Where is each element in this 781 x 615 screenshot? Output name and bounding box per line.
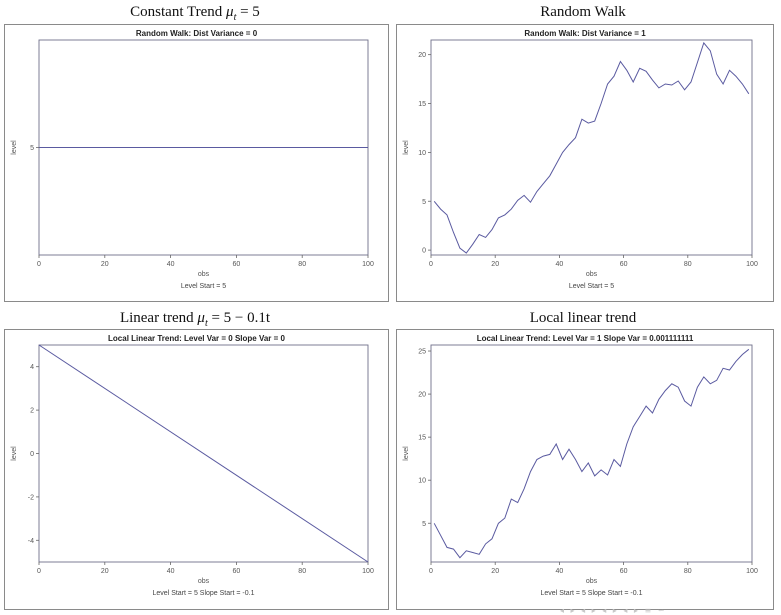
x-tick-label: 20 xyxy=(101,568,109,575)
chart-footnote: Level Start = 5 xyxy=(181,283,226,290)
y-axis-label: level xyxy=(403,446,410,461)
y-tick-label: 5 xyxy=(422,199,426,206)
y-tick-label: 15 xyxy=(418,101,426,108)
x-tick-label: 100 xyxy=(362,261,374,268)
y-tick-label: 10 xyxy=(418,150,426,157)
chart-panel-2: Local Linear Trend: Level Var = 0 Slope … xyxy=(4,329,389,610)
x-tick-label: 60 xyxy=(620,568,628,575)
x-tick-label: 60 xyxy=(620,261,628,268)
chart-random-walk: Random Walk: Dist Variance = 1 0 20 40 60 80 1… xyxy=(403,29,758,290)
x-tick-label: 80 xyxy=(298,568,306,575)
y-tick-label: 5 xyxy=(30,145,34,152)
chart-title: Local Linear Trend: Level Var = 0 Slope … xyxy=(108,334,286,343)
x-tick-label: 0 xyxy=(37,568,41,575)
chart-panel-1: Random Walk: Dist Variance = 1 0 20 40 60 80 1… xyxy=(396,24,774,302)
x-tick-label: 80 xyxy=(298,261,306,268)
panel-heading-1: Random Walk xyxy=(393,4,773,21)
x-tick-label: 0 xyxy=(37,261,41,268)
y-tick-label: 20 xyxy=(418,52,426,59)
chart-title: Local Linear Trend: Level Var = 1 Slope … xyxy=(477,334,694,343)
y-tick-label: -2 xyxy=(28,494,34,501)
y-tick-label: 5 xyxy=(422,521,426,528)
heading-mu: μ xyxy=(226,4,234,20)
chart-footnote: Level Start = 5 Slope Start = -0.1 xyxy=(153,590,255,597)
heading-text: Constant Trend xyxy=(130,4,227,20)
y-axis-label: level xyxy=(11,446,18,461)
x-tick-label: 40 xyxy=(167,261,175,268)
heading-text: Local linear trend xyxy=(529,310,637,326)
heading-text: Linear trend xyxy=(119,310,198,326)
y-tick-label: 25 xyxy=(418,349,426,356)
y-tick-label: 0 xyxy=(30,451,34,458)
x-tick-label: 100 xyxy=(362,568,374,575)
x-tick-label: 60 xyxy=(233,261,241,268)
y-tick-label: 10 xyxy=(418,478,426,485)
chart-panel-0: Random Walk: Dist Variance = 0 0 20 40 60 80 1… xyxy=(4,24,389,302)
x-axis-label: obs xyxy=(586,578,598,585)
chart-local-linear-trend: Local Linear Trend: Level Var = 1 Slope … xyxy=(403,334,758,597)
chart-title: Random Walk: Dist Variance = 1 xyxy=(524,29,646,38)
chart-title: Random Walk: Dist Variance = 0 xyxy=(136,29,258,38)
x-tick-label: 0 xyxy=(429,261,433,268)
chart-constant-trend: Random Walk: Dist Variance = 0 0 20 40 60 80 1… xyxy=(11,29,374,290)
y-tick-label: 0 xyxy=(422,248,426,255)
plot-area-border xyxy=(430,344,753,563)
x-tick-label: 20 xyxy=(101,261,109,268)
chart-footnote: Level Start = 5 xyxy=(569,283,614,290)
heading-post: = 5 xyxy=(236,4,260,20)
x-axis-label: obs xyxy=(198,271,210,278)
y-tick-label: -4 xyxy=(28,538,34,545)
panel-heading-3: Local linear trend xyxy=(393,310,773,327)
series-line xyxy=(433,41,750,254)
x-tick-label: 20 xyxy=(491,261,499,268)
x-tick-label: 40 xyxy=(556,568,564,575)
x-tick-label: 100 xyxy=(746,568,758,575)
y-tick-label: 15 xyxy=(418,435,426,442)
panel-heading-2: Linear trend μt = 5 − 0.1t xyxy=(5,310,385,329)
series-line xyxy=(433,348,750,559)
x-tick-label: 40 xyxy=(556,261,564,268)
x-tick-label: 100 xyxy=(746,261,758,268)
y-tick-label: 2 xyxy=(30,408,34,415)
y-axis-label: level xyxy=(403,140,410,155)
slide-navigation-icons[interactable]: ◂ ▸ ◂ ▸ ◂ ▸ ◂ ▸ ≡ ∽ xyxy=(560,606,667,615)
series-line xyxy=(38,344,369,563)
chart-footnote: Level Start = 5 Slope Start = -0.1 xyxy=(541,590,643,597)
y-axis-label: level xyxy=(11,140,18,155)
heading-mu: μ xyxy=(197,310,205,326)
heading-sub: t xyxy=(204,318,208,329)
heading-sub: t xyxy=(233,12,237,23)
y-tick-label: 4 xyxy=(30,364,34,371)
chart-linear-trend: Local Linear Trend: Level Var = 0 Slope … xyxy=(11,334,374,597)
y-tick-label: 20 xyxy=(418,392,426,399)
x-tick-label: 0 xyxy=(429,568,433,575)
heading-text: Random Walk xyxy=(540,4,626,20)
x-tick-label: 60 xyxy=(233,568,241,575)
heading-post: = 5 − 0.1t xyxy=(207,310,271,326)
chart-panel-3: Local Linear Trend: Level Var = 1 Slope … xyxy=(396,329,774,610)
x-axis-label: obs xyxy=(198,578,210,585)
x-tick-label: 80 xyxy=(684,261,692,268)
panel-heading-0: Constant Trend μt = 5 xyxy=(5,4,385,23)
x-tick-label: 40 xyxy=(167,568,175,575)
plot-area-border xyxy=(430,39,753,256)
x-tick-label: 20 xyxy=(491,568,499,575)
x-tick-label: 80 xyxy=(684,568,692,575)
x-axis-label: obs xyxy=(586,271,598,278)
